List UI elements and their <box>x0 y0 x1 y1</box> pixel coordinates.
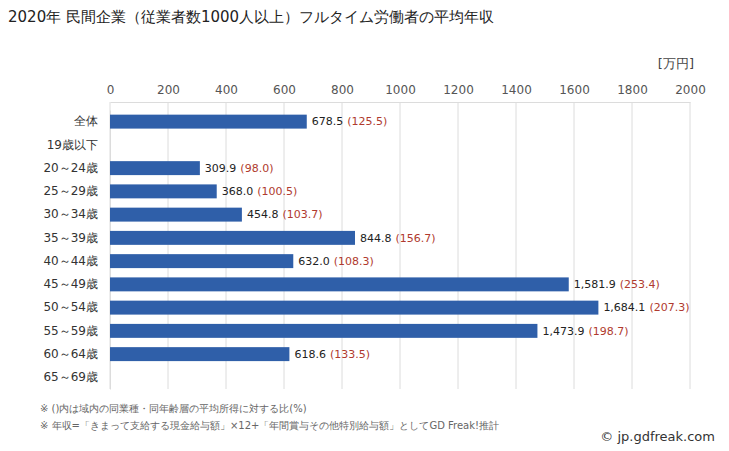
bar <box>110 231 355 245</box>
data-label: 618.6 <box>294 348 326 361</box>
tick: 60～64歳 <box>43 347 110 361</box>
ratio-label: (103.7) <box>282 208 322 221</box>
data-label: 368.0 <box>222 185 254 198</box>
data-label: 678.5 <box>312 115 344 128</box>
ratio-label: (156.7) <box>395 232 435 245</box>
bar <box>110 324 537 338</box>
tick: 1800 <box>617 83 648 102</box>
tick: 800 <box>331 83 354 102</box>
tick: 55～59歳 <box>43 324 110 338</box>
tick: 2000 <box>675 83 706 102</box>
grid-line <box>400 102 401 389</box>
tick-label: 40～44歳 <box>43 254 98 268</box>
tick-label: 2000 <box>675 83 706 97</box>
bar <box>110 301 598 315</box>
tick: 25～29歳 <box>43 184 110 198</box>
tick-label: 1200 <box>443 83 474 97</box>
ratio-label: (198.7) <box>588 325 628 338</box>
axis-line <box>111 102 691 103</box>
tick: 400 <box>215 83 238 102</box>
grid-line <box>574 102 575 389</box>
data-label: 632.0 <box>298 255 330 268</box>
bars <box>110 115 598 361</box>
tick-label: 1400 <box>501 83 532 97</box>
tick: 40～44歳 <box>43 254 110 268</box>
tick: 0 <box>107 83 115 102</box>
grid-line <box>690 102 691 389</box>
tick-label: 45～49歳 <box>43 277 98 291</box>
x-axis: 0 200 400 600 800 1000 1200 1400 1600 1800 2000 <box>107 83 706 103</box>
ratio-label: (133.5) <box>330 348 370 361</box>
bar <box>110 277 569 291</box>
tick: 1600 <box>559 83 590 102</box>
tick-label: 200 <box>157 83 180 97</box>
data-label: 1,581.9 <box>574 278 616 291</box>
tick-label: 1600 <box>559 83 590 97</box>
bar <box>110 161 200 175</box>
tick-label: 1000 <box>385 83 416 97</box>
grid-line <box>226 102 227 389</box>
grid-line <box>168 102 169 389</box>
tick-label: 800 <box>331 83 354 97</box>
tick: 全体 <box>74 114 110 128</box>
tick: 50～54歳 <box>43 300 110 314</box>
ratio-label: (125.5) <box>347 115 387 128</box>
ratio-label: (253.4) <box>620 278 660 291</box>
data-labels: 678.5(125.5) 309.9(98.0) 368.0(100.5) 454.8… <box>205 115 690 361</box>
tick: 20～24歳 <box>43 161 110 175</box>
tick-label: 35～39歳 <box>43 231 98 245</box>
tick-label: 25～29歳 <box>43 184 98 198</box>
bar <box>110 254 293 268</box>
tick: 200 <box>157 83 180 102</box>
tick-label: 65～69歳 <box>43 370 98 384</box>
data-label: 309.9 <box>205 162 237 175</box>
grid-line <box>516 102 517 389</box>
annotation: ※ ()内は域内の同業種・同年齢層の平均所得に対する比(%) <box>40 403 307 414</box>
tick-label: 400 <box>215 83 238 97</box>
ratio-label: (98.0) <box>240 162 273 175</box>
grid <box>110 102 690 389</box>
ratio-label: (100.5) <box>257 185 297 198</box>
annotation: ※ 年収=「きまって支給する現金給与額」×12+「年間賞与その他特別給与額」とし… <box>40 420 499 431</box>
bar <box>110 115 307 129</box>
tick-label: 0 <box>107 83 115 97</box>
tick: 1400 <box>501 83 532 102</box>
tick-label: 60～64歳 <box>43 347 98 361</box>
tick: 35～39歳 <box>43 231 110 245</box>
ratio-label: (207.3) <box>649 301 689 314</box>
tick: 1200 <box>443 83 474 102</box>
tick: 600 <box>273 83 296 102</box>
grid-line <box>458 102 459 389</box>
tick-label: 全体 <box>74 114 98 128</box>
tick-label: 1800 <box>617 83 648 97</box>
credit: © jp.gdfreak.com <box>600 429 715 444</box>
grid-line <box>110 102 111 389</box>
tick-label: 19歳以下 <box>47 138 98 152</box>
bar <box>110 184 217 198</box>
tick: 19歳以下 <box>47 138 110 152</box>
grid-line <box>632 102 633 389</box>
data-label: 1,473.9 <box>542 325 584 338</box>
chart: 2020年 民間企業（従業者数1000人以上）フルタイム労働者の平均年収 [万円]… <box>0 0 729 451</box>
bar <box>110 347 289 361</box>
data-label: 844.8 <box>360 232 392 245</box>
tick: 45～49歳 <box>43 277 110 291</box>
bar <box>110 208 242 222</box>
unit-label: [万円] <box>658 56 694 71</box>
tick-label: 30～34歳 <box>43 207 98 221</box>
title: 2020年 民間企業（従業者数1000人以上）フルタイム労働者の平均年収 <box>8 8 494 26</box>
data-label: 1,684.1 <box>603 301 645 314</box>
tick-label: 55～59歳 <box>43 324 98 338</box>
tick-label: 50～54歳 <box>43 300 98 314</box>
tick-label: 600 <box>273 83 296 97</box>
grid-line <box>284 102 285 389</box>
tick-label: 20～24歳 <box>43 161 98 175</box>
tick: 30～34歳 <box>43 207 110 221</box>
grid-line <box>342 102 343 389</box>
tick: 1000 <box>385 83 416 102</box>
y-axis: 全体 19歳以下 20～24歳 25～29歳 30～34歳 35～39歳 40～44歳 45～… <box>43 111 110 390</box>
tick: 65～69歳 <box>43 370 110 384</box>
ratio-label: (108.3) <box>334 255 374 268</box>
data-label: 454.8 <box>247 208 279 221</box>
